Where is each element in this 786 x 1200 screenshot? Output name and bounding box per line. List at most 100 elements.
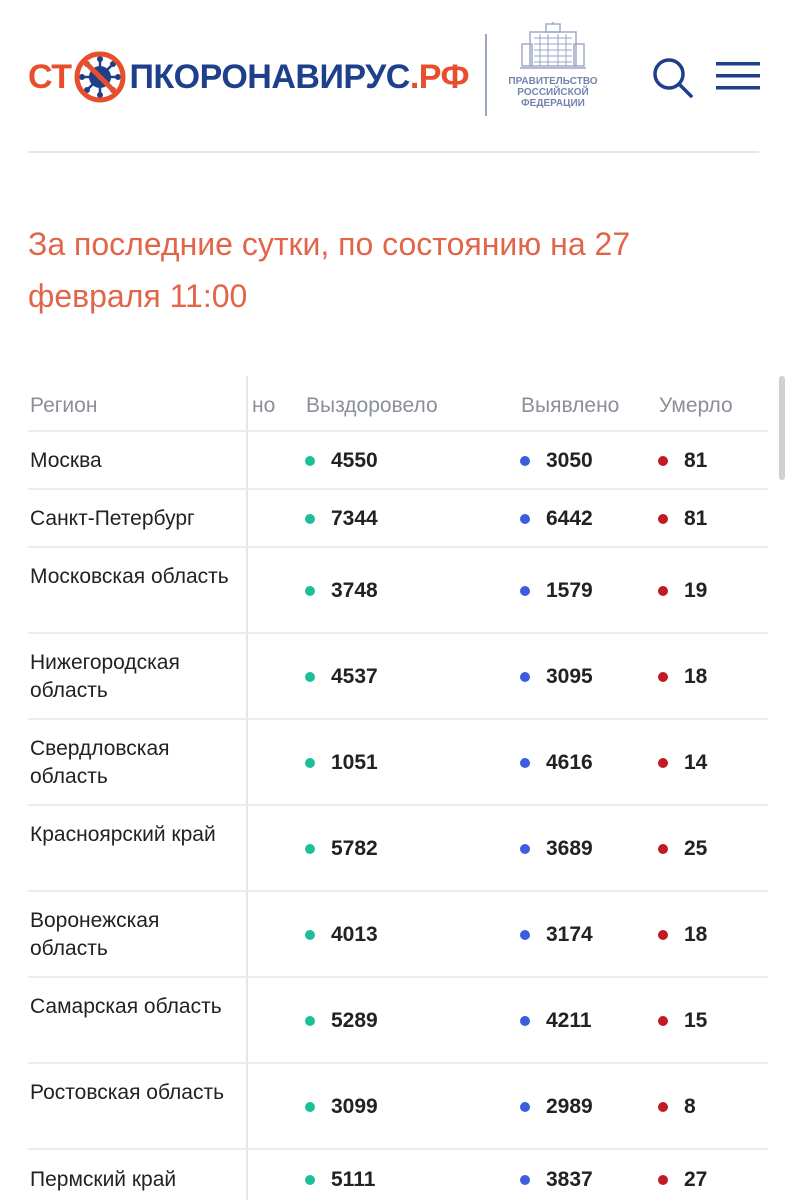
- detected-count-cell: 4616: [520, 749, 593, 777]
- header-separator: [28, 151, 759, 153]
- recovered-count: 4537: [331, 665, 378, 688]
- table-row[interactable]: Москва 4550 3050 81: [28, 432, 768, 490]
- table-frozen-column-separator: [246, 376, 248, 1200]
- died-count: 18: [684, 923, 708, 946]
- status-dot-icon: [658, 1016, 668, 1026]
- recovered-count-cell: 3099: [305, 1093, 378, 1121]
- status-dot-icon: [658, 586, 668, 596]
- region-name: Нижегородская область: [30, 651, 180, 702]
- status-dot-icon: [305, 672, 315, 682]
- table-row[interactable]: Самарская область 5289 4211 15: [28, 978, 768, 1064]
- table-row[interactable]: Воронежская область 4013 3174 18: [28, 892, 768, 978]
- status-dot-icon: [658, 758, 668, 768]
- recovered-count-cell: 5782: [305, 835, 378, 863]
- died-count-cell: 19: [658, 577, 707, 605]
- status-dot-icon: [305, 586, 315, 596]
- recovered-count-cell: 4550: [305, 447, 378, 475]
- detected-count-cell: 4211: [520, 1007, 592, 1035]
- status-dot-icon: [658, 514, 668, 524]
- recovered-count-cell: 4013: [305, 921, 378, 949]
- status-dot-icon: [520, 672, 530, 682]
- died-count: 25: [684, 837, 708, 860]
- died-count: 81: [684, 507, 708, 530]
- region-name: Свердловская область: [30, 737, 170, 788]
- detected-count: 3095: [546, 665, 593, 688]
- detected-count-cell: 6442: [520, 505, 593, 533]
- site-logo[interactable]: СТ ПКОРОНАВИРУС .РФ: [28, 50, 470, 104]
- menu-button[interactable]: [716, 58, 760, 102]
- table-row[interactable]: Санкт-Петербург 7344 6442 81: [28, 490, 768, 548]
- region-name: Красноярский край: [30, 823, 216, 846]
- government-logo[interactable]: ПРАВИТЕЛЬСТВО РОССИЙСКОЙ ФЕДЕРАЦИИ: [500, 22, 606, 122]
- table-row[interactable]: Свердловская область 1051 4616 14: [28, 720, 768, 806]
- gov-text-line-1: ПРАВИТЕЛЬСТВО: [508, 76, 598, 87]
- recovered-count-cell: 3748: [305, 577, 378, 605]
- status-dot-icon: [305, 930, 315, 940]
- died-count-cell: 18: [658, 921, 707, 949]
- status-dot-icon: [520, 1102, 530, 1112]
- status-dot-icon: [520, 1175, 530, 1185]
- detected-count: 3837: [546, 1168, 593, 1191]
- died-count-cell: 27: [658, 1166, 707, 1194]
- detected-count: 4211: [546, 1009, 592, 1032]
- recovered-count: 4013: [331, 923, 378, 946]
- recovered-count-cell: 5111: [305, 1166, 375, 1194]
- table-scrollbar[interactable]: [779, 376, 785, 480]
- status-dot-icon: [305, 456, 315, 466]
- detected-count-cell: 3050: [520, 447, 593, 475]
- table-row[interactable]: Пермский край 5111 3837 27: [28, 1150, 768, 1200]
- table-row[interactable]: Нижегородская область 4537 3095 18: [28, 634, 768, 720]
- government-building-icon: [520, 22, 586, 69]
- recovered-count-cell: 1051: [305, 749, 378, 777]
- recovered-count: 1051: [331, 751, 378, 774]
- died-count-cell: 15: [658, 1007, 707, 1035]
- detected-count-cell: 3689: [520, 835, 593, 863]
- header-recovered[interactable]: Выздоровело: [306, 394, 438, 417]
- recovered-count-cell: 7344: [305, 505, 378, 533]
- gov-text-line-2: РОССИЙСКОЙ: [517, 87, 589, 98]
- region-name: Московская область: [30, 565, 229, 588]
- search-button[interactable]: [651, 56, 695, 100]
- region-name: Пермский край: [30, 1168, 177, 1191]
- detected-count-cell: 2989: [520, 1093, 593, 1121]
- status-dot-icon: [520, 514, 530, 524]
- status-dot-icon: [658, 930, 668, 940]
- died-count-cell: 8: [658, 1093, 696, 1121]
- table-row[interactable]: Ростовская область 3099 2989 8: [28, 1064, 768, 1150]
- header-region[interactable]: Регион: [30, 394, 98, 417]
- table-row[interactable]: Красноярский край 5782 3689 25: [28, 806, 768, 892]
- status-dot-icon: [658, 1175, 668, 1185]
- status-dot-icon: [305, 1175, 315, 1185]
- table-row[interactable]: Московская область 3748 1579 19: [28, 548, 768, 634]
- page-title: За последние сутки, по состоянию на 27 ф…: [28, 226, 631, 314]
- logo-text-main: ПКОРОНАВИРУС: [129, 57, 410, 96]
- header-divider: [485, 34, 487, 116]
- died-count-cell: 81: [658, 447, 707, 475]
- status-dot-icon: [305, 758, 315, 768]
- died-count: 19: [684, 579, 708, 602]
- virus-stop-icon: [74, 51, 126, 103]
- status-dot-icon: [520, 1016, 530, 1026]
- header-partially-hidden[interactable]: но: [252, 394, 276, 417]
- died-count: 27: [684, 1168, 708, 1191]
- recovered-count-cell: 4537: [305, 663, 378, 691]
- died-count: 18: [684, 665, 708, 688]
- detected-count-cell: 3174: [520, 921, 593, 949]
- status-dot-icon: [658, 672, 668, 682]
- header-died[interactable]: Умерло: [659, 394, 733, 417]
- search-icon: [653, 58, 693, 98]
- died-count-cell: 18: [658, 663, 707, 691]
- status-dot-icon: [305, 1102, 315, 1112]
- header-detected[interactable]: Выявлено: [521, 394, 620, 417]
- status-dot-icon: [520, 844, 530, 854]
- died-count-cell: 81: [658, 505, 707, 533]
- detected-count: 6442: [546, 507, 593, 530]
- status-dot-icon: [305, 1016, 315, 1026]
- detected-count: 4616: [546, 751, 593, 774]
- regions-table[interactable]: Регион но Выздоровело Выявлено Умерло Мо…: [28, 376, 768, 1200]
- detected-count: 1579: [546, 579, 593, 602]
- status-dot-icon: [658, 844, 668, 854]
- gov-text-line-3: ФЕДЕРАЦИИ: [521, 98, 585, 109]
- region-name: Москва: [30, 449, 102, 472]
- site-header: СТ ПКОРОНАВИРУС .РФ: [0, 0, 786, 153]
